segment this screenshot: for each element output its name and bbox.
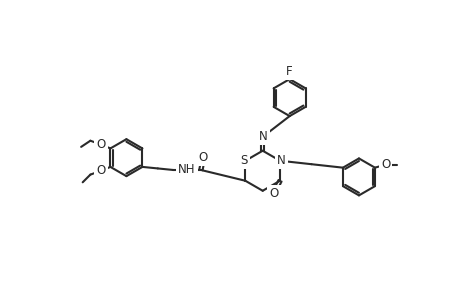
Text: O: O <box>96 164 106 177</box>
Text: O: O <box>380 158 390 171</box>
Text: O: O <box>198 151 207 164</box>
Text: O: O <box>96 138 106 151</box>
Text: N: N <box>277 154 285 167</box>
Text: N: N <box>258 130 267 143</box>
Text: S: S <box>240 154 247 167</box>
Text: O: O <box>269 187 278 200</box>
Text: F: F <box>285 65 292 78</box>
Text: NH: NH <box>178 164 196 176</box>
